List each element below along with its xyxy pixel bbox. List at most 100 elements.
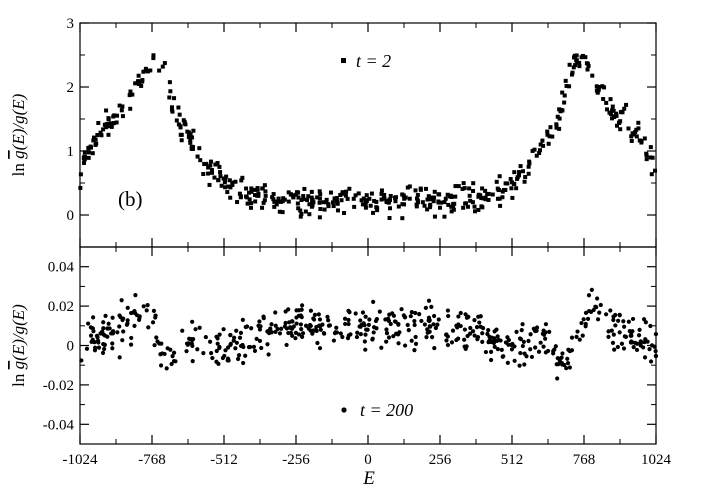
data-point: [442, 200, 447, 205]
data-point: [449, 340, 455, 345]
data-point: [290, 193, 295, 198]
data-point: [94, 141, 99, 146]
data-point: [361, 196, 366, 201]
data-point: [103, 313, 108, 318]
data-point: [294, 308, 299, 313]
data-point: [157, 341, 162, 346]
data-point: [121, 329, 126, 334]
data-point: [615, 344, 620, 350]
data-point: [500, 354, 505, 359]
data-point: [314, 324, 319, 330]
data-point: [546, 141, 551, 146]
data-point: [412, 348, 417, 353]
data-point: [472, 204, 477, 209]
data-point: [432, 346, 437, 351]
data-point: [497, 174, 502, 179]
y-axis-label: ln g(E)/g(E): [9, 93, 28, 176]
data-point: [104, 108, 109, 113]
data-point: [428, 197, 433, 202]
data-point: [274, 202, 279, 207]
data-point: [475, 335, 481, 340]
data-point: [315, 340, 320, 346]
data-point: [426, 298, 432, 303]
data-point: [136, 73, 141, 78]
data-point: [425, 197, 430, 202]
data-point: [540, 138, 545, 143]
data-point: [636, 126, 641, 131]
data-point: [393, 199, 398, 204]
x-tick-label: -1024: [63, 452, 98, 468]
data-point: [517, 173, 522, 178]
data-point: [145, 68, 150, 73]
data-point: [594, 84, 599, 89]
data-point: [519, 328, 524, 333]
data-point: [260, 205, 265, 210]
data-point: [144, 308, 149, 313]
data-point: [386, 200, 391, 205]
data-point: [167, 80, 172, 85]
data-point: [522, 362, 527, 367]
data-point: [608, 97, 613, 102]
data-point: [553, 344, 558, 349]
data-point: [473, 209, 478, 214]
data-point: [498, 203, 503, 208]
data-point: [248, 205, 253, 210]
y-tick-label: 2: [67, 80, 75, 96]
data-point: [465, 204, 470, 209]
data-point: [271, 192, 276, 197]
data-point: [606, 334, 611, 339]
data-point: [476, 314, 481, 319]
data-point: [299, 211, 304, 216]
data-point: [642, 136, 647, 141]
data-point: [526, 338, 531, 344]
data-point: [327, 323, 333, 328]
data-point: [510, 195, 515, 200]
data-point: [233, 346, 238, 351]
data-point: [527, 161, 532, 166]
data-point: [206, 165, 211, 170]
data-point: [96, 345, 102, 350]
data-point: [470, 329, 476, 334]
data-point: [572, 53, 577, 58]
data-point: [171, 358, 177, 364]
legend-label: t = 200: [360, 400, 413, 420]
data-point: [547, 329, 552, 335]
data-point: [612, 347, 617, 352]
data-point: [228, 333, 233, 338]
data-point: [476, 207, 481, 212]
ylabel-gbar: g: [9, 361, 28, 370]
data-point: [634, 127, 639, 132]
data-point: [425, 330, 430, 335]
data-point: [115, 113, 120, 118]
data-point: [299, 197, 304, 202]
data-point: [160, 64, 165, 69]
data-point: [101, 127, 106, 132]
data-point: [210, 170, 215, 175]
ylabel-prefix: ln: [9, 369, 28, 386]
data-point: [286, 190, 291, 195]
data-point: [101, 320, 106, 325]
data-point: [230, 182, 235, 187]
data-point: [255, 186, 260, 191]
data-point: [621, 346, 627, 351]
data-point: [307, 212, 312, 217]
data-point: [151, 56, 156, 61]
data-point: [462, 344, 467, 349]
data-point: [479, 204, 484, 209]
data-point: [636, 120, 641, 125]
data-point: [98, 130, 103, 135]
data-point: [569, 335, 575, 340]
data-point: [587, 309, 592, 314]
data-point: [324, 197, 329, 202]
data-point: [309, 204, 314, 209]
data-point: [223, 185, 228, 190]
data-point: [154, 335, 159, 340]
data-point: [293, 336, 298, 341]
data-point: [644, 157, 649, 162]
x-tick-label: -768: [138, 452, 166, 468]
data-point: [335, 208, 340, 213]
data-point: [471, 188, 476, 193]
data-point: [366, 322, 371, 327]
data-point: [128, 342, 134, 347]
data-point: [407, 184, 412, 189]
